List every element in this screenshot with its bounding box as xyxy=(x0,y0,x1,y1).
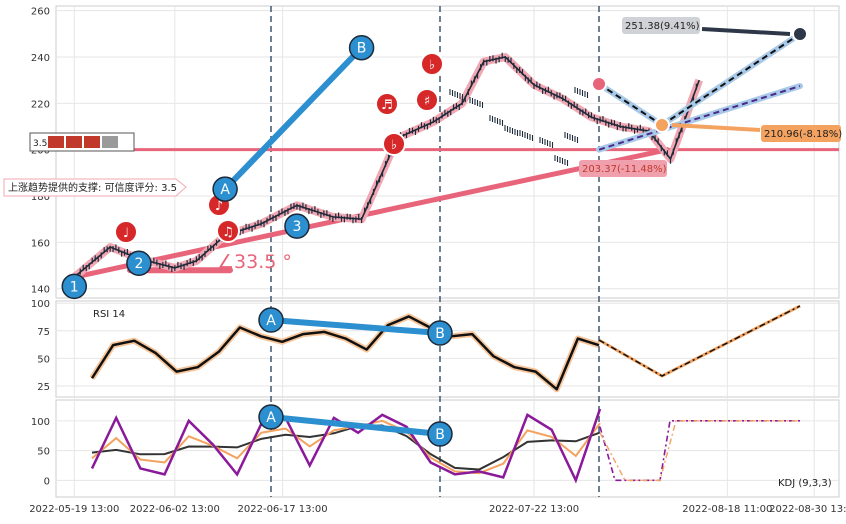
rsi-line xyxy=(90,315,600,391)
note-marker xyxy=(216,219,240,243)
target-low-callout: 203.37(-11.48%) xyxy=(579,160,667,177)
note-marker xyxy=(415,88,439,112)
y-tick-labels: 140160180200220240260255075100050100 xyxy=(31,7,50,488)
note-marker-glyph: ♬ xyxy=(381,98,393,113)
angle-label: ∠33.5 ° xyxy=(217,251,292,273)
target-mid-point xyxy=(654,117,670,133)
y-tick-label: 75 xyxy=(37,327,50,338)
wave-marker-label: 3 xyxy=(292,219,301,235)
resistance-score: 3.5 xyxy=(33,139,47,149)
resistance-callout: 3.5 xyxy=(29,132,135,152)
kdj-forecast-k xyxy=(599,420,800,482)
note-marker xyxy=(420,52,444,76)
x-tick-label: 2022-05-19 13:00 xyxy=(29,504,119,515)
y-tick-label: 50 xyxy=(37,447,50,458)
note-marker xyxy=(375,92,399,116)
forecast-line xyxy=(598,83,663,126)
wave-marker-2 xyxy=(126,250,152,276)
kdj-panel-frame xyxy=(55,399,840,498)
note-marker-glyph: ♩ xyxy=(123,226,129,241)
rsi-marker-label: B xyxy=(435,326,445,342)
forecast-line xyxy=(598,85,801,151)
kdj-marker-a xyxy=(258,404,284,430)
kdj-ab-line xyxy=(268,414,443,437)
wave-marker-3 xyxy=(284,213,310,239)
target-mid-text: 210.96(-8.18%) xyxy=(764,129,842,140)
kdj-panel-label: KDJ (9,3,3) xyxy=(778,478,832,489)
wave-ab-line xyxy=(222,44,365,193)
x-tick-labels: 2022-05-19 13:00 2022-06-02 13:00 2022-06-… xyxy=(29,504,846,515)
rsi-marker-label: A xyxy=(266,313,276,329)
wave-marker-label: B xyxy=(357,41,367,57)
x-tick-label: 2022-08-30 13:00 xyxy=(769,504,846,515)
rsi-marker-b xyxy=(427,320,453,346)
wave-marker-label: 1 xyxy=(70,279,79,295)
wave-marker-a xyxy=(212,176,238,202)
price-line xyxy=(73,56,700,278)
price-panel-frame xyxy=(55,5,840,299)
kdj-marker-label: A xyxy=(266,410,276,426)
note-marker-glyph: ♯ xyxy=(424,94,430,109)
rsi-panel-label: RSI 14 xyxy=(93,309,125,320)
note-marker xyxy=(114,220,138,244)
price-layer: ♩ ♪ ♫ ♬ ♭ ♯ ♭ 1 2 A 3 B xyxy=(56,26,839,300)
rsi-forecast-line xyxy=(598,305,801,377)
kdj-marker-b xyxy=(427,421,453,447)
y-tick-label: 160 xyxy=(31,238,50,249)
target-mid-pointer xyxy=(671,123,761,132)
target-high-point xyxy=(792,26,808,42)
support-text: 上涨趋势提供的支撑: 可信度评分: 3.5 xyxy=(8,181,177,194)
x-tick-label: 2022-06-02 13:00 xyxy=(130,504,220,515)
note-marker-glyph: ♭ xyxy=(429,58,435,73)
wave-marker-b xyxy=(348,34,375,61)
y-tick-label: 25 xyxy=(37,382,50,393)
wave-marker-label: A xyxy=(220,182,230,198)
note-marker-glyph: ♭ xyxy=(391,138,397,153)
note-marker xyxy=(382,132,406,156)
y-tick-label: 100 xyxy=(31,299,50,310)
rsi-ab-line xyxy=(268,317,443,336)
y-tick-label: 240 xyxy=(31,53,50,64)
x-tick-label: 2022-08-18 11:00 xyxy=(682,504,772,515)
target-high-pointer xyxy=(701,27,791,36)
y-tick-label: 0 xyxy=(44,476,50,487)
target-mid-callout: 210.96(-8.18%) xyxy=(761,125,842,142)
y-tick-label: 140 xyxy=(31,285,50,296)
x-tick-label: 2022-07-22 13:00 xyxy=(489,504,579,515)
rsi-layer: AB xyxy=(89,304,801,393)
target-high-text: 251.38(9.41%) xyxy=(625,21,700,32)
y-tick-label: 220 xyxy=(31,99,50,110)
y-tick-label: 260 xyxy=(31,7,50,18)
rsi-marker-a xyxy=(258,307,284,333)
y-tick-label: 180 xyxy=(31,192,50,203)
target-high-callout: 251.38(9.41%) xyxy=(622,17,700,34)
kdj-marker-label: B xyxy=(435,427,445,443)
x-tick-label: 2022-06-17 13:00 xyxy=(238,504,328,515)
support-trend-line xyxy=(71,147,670,280)
note-marker-glyph: ♫ xyxy=(222,225,234,240)
note-marker-glyph: ♪ xyxy=(215,199,223,214)
wave-marker-1 xyxy=(61,273,88,300)
y-tick-label: 100 xyxy=(31,417,50,428)
y-tick-label: 50 xyxy=(37,354,50,365)
target-low-text: 203.37(-11.48%) xyxy=(582,164,667,175)
kdj-layer: AB xyxy=(90,404,800,484)
support-callout: 上涨趋势提供的支撑: 可信度评分: 3.5 xyxy=(3,178,187,197)
forecast-start-point xyxy=(591,76,607,92)
wave-marker-label: 2 xyxy=(134,256,143,272)
forecast-line xyxy=(661,33,801,126)
rsi-panel-frame xyxy=(55,300,840,398)
